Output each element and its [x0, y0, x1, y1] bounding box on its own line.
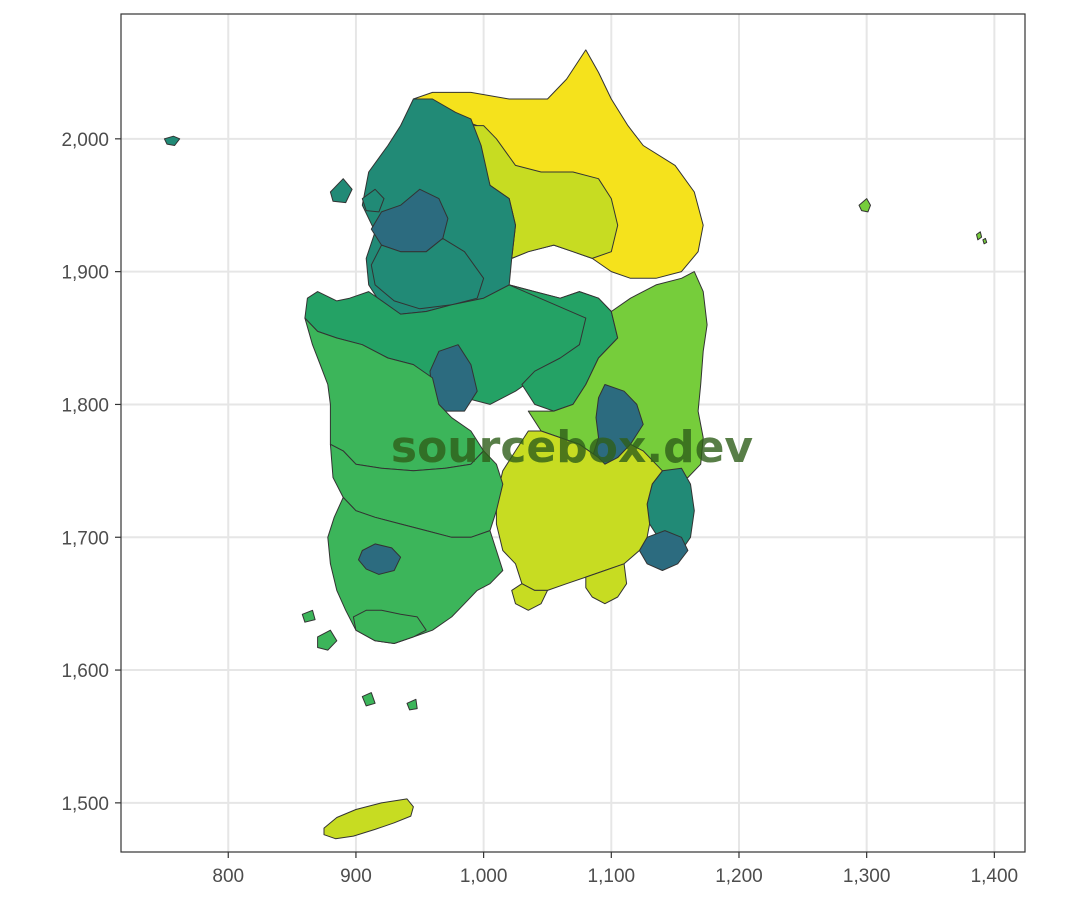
- y-tick-label: 1,900: [61, 263, 109, 284]
- region-islands-sw-4[interactable]: [406, 698, 418, 711]
- region-islands-sw-1[interactable]: [317, 629, 338, 651]
- x-tick-label: 1,300: [843, 866, 891, 887]
- y-tick-label: 2,000: [61, 130, 109, 151]
- region-dokdo[interactable]: [976, 231, 983, 241]
- panel-border: [120, 13, 1026, 853]
- region-gyeonggi-south[interactable]: [370, 237, 485, 310]
- y-tick-label: 1,600: [61, 661, 109, 682]
- y-tick-label: 1,800: [61, 395, 109, 416]
- region-islands-sw-3[interactable]: [361, 692, 376, 707]
- region-gwangju[interactable]: [358, 543, 402, 575]
- region-islands-west-1[interactable]: [361, 188, 385, 213]
- region-dokdo-2[interactable]: [982, 237, 988, 245]
- region-islands-west-2[interactable]: [329, 178, 353, 204]
- region-busan[interactable]: [638, 530, 689, 571]
- y-tick-label: 1,700: [61, 528, 109, 549]
- region-jeonnam[interactable]: [327, 496, 504, 644]
- region-ulleungdo[interactable]: [858, 198, 871, 213]
- region-islands-sw-2[interactable]: [301, 609, 316, 623]
- region-gyeongnam[interactable]: [495, 430, 663, 591]
- regions-layer: [163, 49, 988, 840]
- x-tick-label: 1,100: [588, 866, 636, 887]
- y-tick-label: 1,500: [61, 794, 109, 815]
- region-south-coast-west[interactable]: [352, 609, 427, 644]
- region-south-coast-mid[interactable]: [511, 583, 548, 611]
- x-tick-label: 900: [340, 866, 372, 887]
- region-south-coast-east[interactable]: [585, 563, 628, 605]
- region-jeju[interactable]: [323, 798, 414, 840]
- axes: 800 900 1,000 1,100 1,200 1,300 1,400 1,500 1,60…: [61, 130, 1018, 887]
- x-tick-label: 1,000: [460, 866, 508, 887]
- x-tick-label: 800: [212, 866, 244, 887]
- x-tick-label: 1,200: [715, 866, 763, 887]
- watermark: sourcebox.dev: [391, 422, 754, 473]
- x-tick-label: 1,400: [971, 866, 1019, 887]
- region-island-northwest[interactable]: [163, 135, 181, 146]
